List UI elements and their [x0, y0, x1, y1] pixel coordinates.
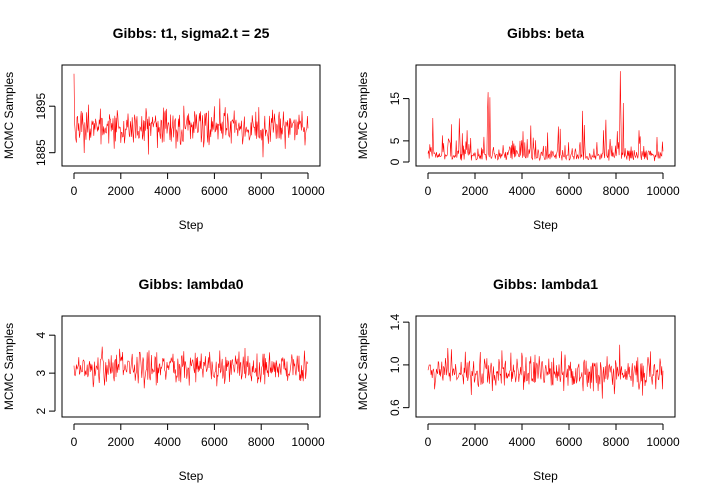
x-tick-label: 8000 [603, 184, 630, 198]
x-tick-label: 6000 [556, 184, 583, 198]
chart-title: Gibbs: t1, sigma2.t = 25 [113, 25, 270, 41]
y-tick-label: 0 [388, 158, 402, 165]
x-tick-label: 8000 [248, 184, 275, 198]
y-tick-label: 1885 [34, 139, 48, 166]
x-axis-label: Step [179, 469, 204, 483]
x-tick-label: 4000 [509, 184, 536, 198]
trace-line [73, 73, 309, 158]
trace-line [427, 344, 664, 399]
chart-panel-4: Gibbs: lambda1 0 2000 4000 6000 8000 10000 0.6 1… [356, 276, 680, 483]
x-tick-label: 2000 [462, 435, 489, 449]
chart-panel-3: Gibbs: lambda0 0 2000 4000 6000 8000 10000 2 3 4 S… [2, 276, 325, 483]
y-tick-label: 3 [34, 369, 48, 376]
plot-frame [61, 315, 321, 418]
chart-title: Gibbs: lambda0 [138, 276, 243, 292]
y-tick-label: 1895 [34, 93, 48, 120]
y-axis-label: MCMC Samples [2, 72, 16, 159]
x-tick-label: 0 [71, 435, 78, 449]
x-tick-label: 10000 [646, 184, 680, 198]
y-axis-label: MCMC Samples [356, 72, 370, 159]
trace-line [73, 346, 309, 389]
x-tick-label: 8000 [603, 435, 630, 449]
x-tick-label: 10000 [291, 184, 325, 198]
x-tick-label: 2000 [107, 435, 134, 449]
x-tick-label: 4000 [154, 184, 181, 198]
chart-title: Gibbs: lambda1 [493, 276, 598, 292]
chart-panel-1: Gibbs: t1, sigma2.t = 25 0 2000 4000 6000 800… [2, 25, 325, 232]
y-tick-label: 15 [388, 92, 402, 106]
chart-panel-2: Gibbs: beta 0 2000 4000 6000 8000 10000 0 5 15 Ste… [356, 25, 680, 232]
chart-title: Gibbs: beta [507, 25, 584, 41]
y-tick-label: 4 [34, 332, 48, 339]
x-axis-label: Step [179, 218, 204, 232]
y-axis-label: MCMC Samples [356, 323, 370, 410]
y-tick-label: 5 [388, 137, 402, 144]
y-axis-label: MCMC Samples [2, 323, 16, 410]
y-tick-label: 1.4 [388, 313, 402, 330]
plot-frame [415, 315, 676, 418]
x-tick-label: 10000 [291, 435, 325, 449]
x-tick-label: 2000 [462, 184, 489, 198]
trace-line [427, 71, 664, 162]
x-tick-label: 10000 [646, 435, 680, 449]
x-tick-label: 0 [71, 184, 78, 198]
plot-frame [61, 64, 321, 167]
x-tick-label: 8000 [248, 435, 275, 449]
x-tick-label: 6000 [556, 435, 583, 449]
x-tick-label: 6000 [201, 184, 228, 198]
y-tick-label: 1.0 [388, 356, 402, 373]
y-tick-label: 0.6 [388, 399, 402, 416]
x-axis-label: Step [533, 218, 558, 232]
plot-frame [415, 64, 676, 167]
x-tick-label: 0 [425, 184, 432, 198]
x-tick-label: 4000 [154, 435, 181, 449]
x-tick-label: 4000 [509, 435, 536, 449]
x-tick-label: 6000 [201, 435, 228, 449]
x-tick-label: 0 [425, 435, 432, 449]
x-tick-label: 2000 [107, 184, 134, 198]
y-tick-label: 2 [34, 407, 48, 414]
x-axis-label: Step [533, 469, 558, 483]
